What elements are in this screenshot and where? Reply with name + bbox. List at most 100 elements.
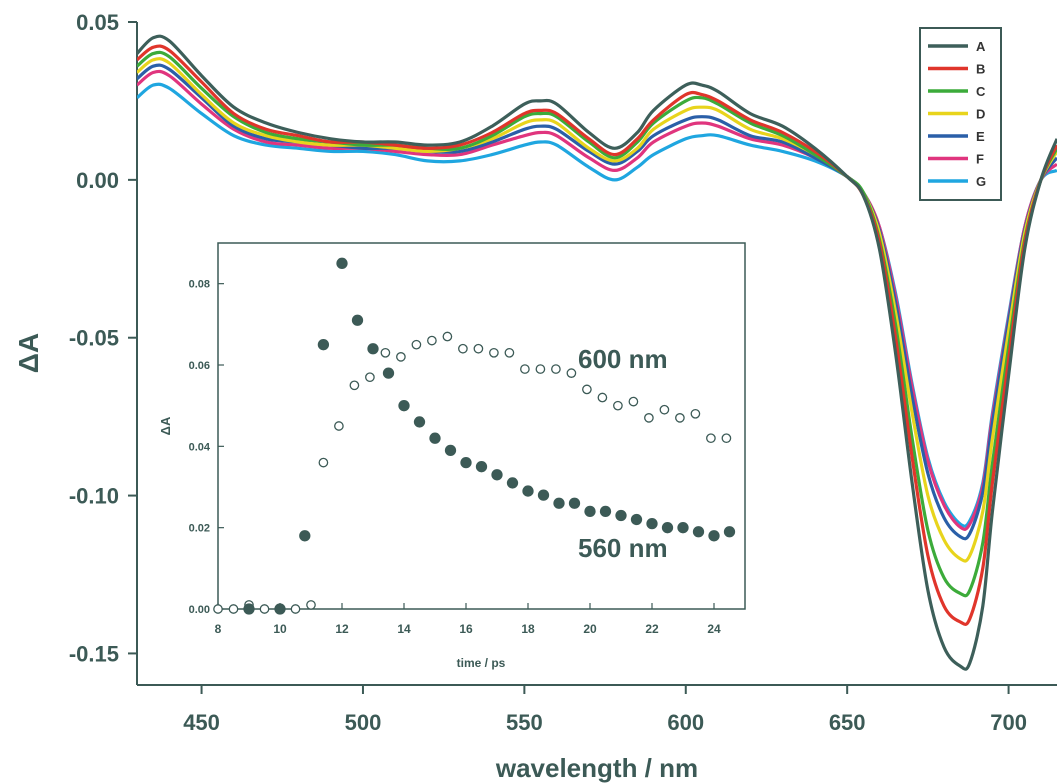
marker-600nm [229, 605, 237, 613]
x-tick-label: 550 [506, 710, 543, 735]
marker-560nm [570, 498, 580, 508]
marker-560nm [678, 523, 688, 533]
marker-560nm [585, 506, 595, 516]
marker-560nm [384, 368, 394, 378]
marker-560nm [300, 531, 310, 541]
marker-600nm [707, 434, 715, 442]
x-tick-label: 650 [829, 710, 866, 735]
inset-y-axis-label: ΔA [158, 416, 173, 435]
marker-600nm [350, 381, 358, 389]
marker-600nm [474, 345, 482, 353]
marker-560nm [663, 523, 673, 533]
inset-x-tick-label: 18 [521, 622, 535, 636]
legend-label-C: C [976, 84, 986, 99]
marker-600nm [335, 422, 343, 430]
marker-560nm [508, 478, 518, 488]
inset-x-tick-label: 16 [459, 622, 473, 636]
legend-label-F: F [976, 152, 984, 167]
marker-560nm [647, 519, 657, 529]
marker-600nm [614, 401, 622, 409]
marker-600nm [490, 349, 498, 357]
legend-label-D: D [976, 107, 985, 122]
marker-600nm [397, 353, 405, 361]
marker-600nm [428, 336, 436, 344]
y-tick-label: 0.05 [76, 10, 119, 35]
marker-560nm [632, 515, 642, 525]
marker-600nm [552, 365, 560, 373]
marker-560nm [477, 462, 487, 472]
marker-600nm [443, 332, 451, 340]
marker-560nm [601, 506, 611, 516]
marker-560nm [709, 531, 719, 541]
marker-600nm [660, 406, 668, 414]
marker-600nm [381, 349, 389, 357]
legend: ABCDEFG [920, 28, 1001, 200]
marker-600nm [319, 458, 327, 466]
marker-600nm [291, 605, 299, 613]
inset-plot: 0.00 0.02 0.04 0.06 0.08 8 10 12 14 16 18 20 22 24 tim… [158, 243, 745, 670]
marker-560nm [461, 458, 471, 468]
marker-600nm [691, 410, 699, 418]
marker-600nm [521, 365, 529, 373]
marker-560nm [415, 417, 425, 427]
annotation-600nm: 600 nm [578, 344, 668, 374]
marker-560nm [539, 490, 549, 500]
marker-600nm [307, 601, 315, 609]
marker-600nm [645, 414, 653, 422]
y-tick-label: 0.00 [76, 168, 119, 193]
inset-x-tick-label: 22 [645, 622, 659, 636]
x-tick-label: 500 [345, 710, 382, 735]
y-axis-label: ΔA [13, 333, 44, 373]
marker-560nm [368, 344, 378, 354]
x-axis-label: wavelength / nm [495, 753, 698, 783]
inset-y-tick-label: 0.02 [189, 523, 210, 535]
inset-y-tick-label: 0.04 [189, 441, 211, 453]
marker-560nm [725, 527, 735, 537]
marker-560nm [318, 340, 328, 350]
marker-600nm [567, 369, 575, 377]
inset-x-axis-label: time / ps [457, 656, 506, 670]
marker-600nm [214, 605, 222, 613]
inset-x-tick-label: 12 [335, 622, 349, 636]
inset-x-tick-label: 14 [397, 622, 411, 636]
marker-560nm [694, 527, 704, 537]
x-tick-label: 450 [183, 710, 220, 735]
marker-600nm [598, 393, 606, 401]
inset-y-tick-label: 0.06 [189, 360, 210, 372]
marker-600nm [459, 345, 467, 353]
marker-600nm [536, 365, 544, 373]
inset-y-tick-label: 0.00 [189, 604, 210, 616]
legend-label-E: E [976, 129, 985, 144]
x-tick-label: 600 [667, 710, 704, 735]
marker-560nm [523, 486, 533, 496]
marker-600nm [412, 340, 420, 348]
marker-560nm [446, 445, 456, 455]
y-tick-label: -0.05 [69, 326, 119, 351]
inset-x-tick-label: 24 [707, 622, 721, 636]
y-tick-label: -0.10 [69, 484, 119, 509]
legend-label-G: G [976, 174, 986, 189]
marker-560nm [399, 401, 409, 411]
inset-y-tick-label: 0.08 [189, 279, 210, 291]
marker-600nm [505, 349, 513, 357]
inset-x-tick-label: 8 [215, 622, 222, 636]
x-tick-label: 700 [990, 710, 1027, 735]
marker-560nm [616, 510, 626, 520]
legend-label-B: B [976, 62, 985, 77]
marker-560nm [244, 604, 254, 614]
marker-560nm [492, 470, 502, 480]
marker-560nm [430, 433, 440, 443]
marker-560nm [353, 315, 363, 325]
marker-560nm [337, 258, 347, 268]
marker-560nm [275, 604, 285, 614]
marker-600nm [676, 414, 684, 422]
inset-x-tick-label: 10 [273, 622, 287, 636]
inset-x-tick-label: 20 [583, 622, 597, 636]
marker-600nm [722, 434, 730, 442]
marker-600nm [366, 373, 374, 381]
y-tick-label: -0.15 [69, 641, 119, 666]
marker-600nm [583, 385, 591, 393]
marker-560nm [554, 498, 564, 508]
